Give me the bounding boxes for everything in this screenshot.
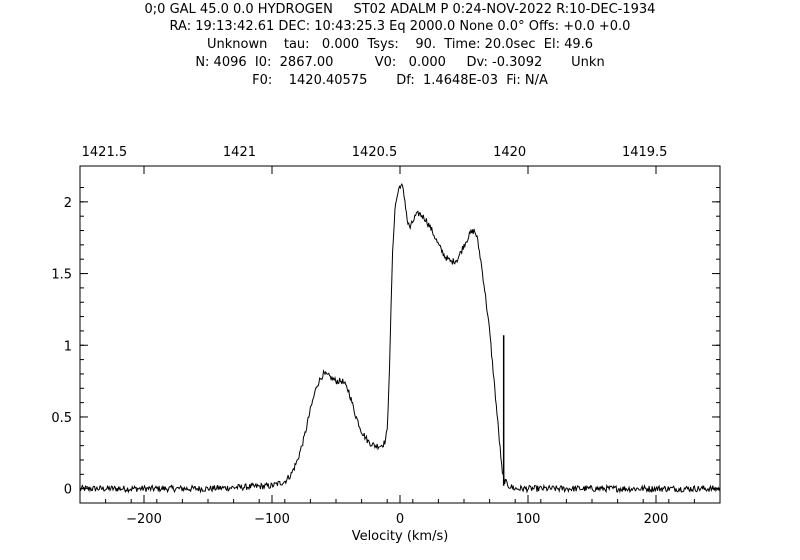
x-tick-label: 200 (644, 512, 669, 527)
x-axis-label: Velocity (km/s) (352, 529, 449, 544)
top-axis-tick-label: 1421 (223, 145, 256, 160)
top-axis-tick-label: 1421.5 (82, 145, 128, 160)
plot-frame (79, 165, 721, 504)
top-axis-tick-label: 1419.5 (622, 145, 668, 160)
y-tick-label: 0.5 (51, 411, 72, 426)
y-tick-label: 2 (64, 196, 72, 211)
header-line-5: F0: 1420.40575 Df: 1.4648E-03 Fi: N/A (252, 73, 548, 88)
y-tick-label: 1.5 (51, 268, 72, 283)
top-frequency-axis: 1421.5 1421 1420.5 1420 1419.5 (82, 145, 668, 160)
spectrum-line (79, 183, 721, 494)
top-axis-tick-label: 1420.5 (352, 145, 398, 160)
series-group (79, 183, 721, 494)
header-line-3: Unknown tau: 0.000 Tsys: 90. Time: 20.0s… (206, 37, 594, 52)
x-tick-label: 0 (396, 512, 404, 527)
y-axis: 0 0.5 1 1.5 2 (51, 187, 720, 498)
x-tick-label: −100 (254, 512, 290, 527)
x-axis: −200 −100 0 100 200 (79, 166, 721, 527)
x-tick-label: 100 (516, 512, 541, 527)
header-line-4: N: 4096 I0: 2867.00 V0: 0.000 Dv: -0.309… (195, 55, 605, 70)
x-tick-label: −200 (126, 512, 162, 527)
y-tick-label: 1 (64, 339, 72, 354)
header-line-1: 0;0 GAL 45.0 0.0 HYDROGEN ST02 ADALM P 0… (144, 2, 656, 17)
header-line-2: RA: 19:13:42.61 DEC: 10:43:25.3 Eq 2000.… (169, 19, 631, 34)
top-axis-tick-label: 1420 (493, 145, 526, 160)
y-tick-label: 0 (64, 483, 72, 498)
